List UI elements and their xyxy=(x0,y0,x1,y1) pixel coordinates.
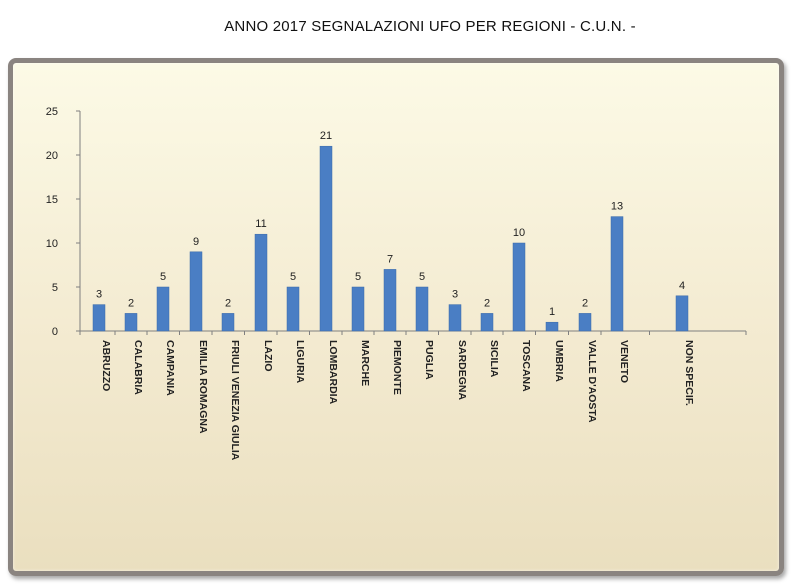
data-label: 10 xyxy=(513,227,525,239)
bar xyxy=(512,242,526,332)
data-label: 21 xyxy=(320,130,332,142)
data-label: 5 xyxy=(419,271,425,283)
data-label: 9 xyxy=(193,236,199,248)
data-label: 3 xyxy=(452,289,458,301)
bar xyxy=(610,216,624,332)
bar xyxy=(156,286,170,332)
category-label: LOMBARDIA xyxy=(327,340,339,405)
data-label: 2 xyxy=(484,297,490,309)
data-label: 4 xyxy=(679,280,685,292)
category-label: LAZIO xyxy=(262,340,274,372)
y-tick-label: 0 xyxy=(52,326,58,338)
bar xyxy=(286,286,300,332)
category-label: PUGLIA xyxy=(423,340,435,380)
category-label: CALABRIA xyxy=(132,340,144,395)
bar xyxy=(254,233,268,332)
bar xyxy=(480,313,494,332)
data-label: 3 xyxy=(96,289,102,301)
y-tick-label: 15 xyxy=(46,194,58,206)
bar xyxy=(351,286,365,332)
category-label: VENETO xyxy=(618,340,630,383)
bar xyxy=(545,321,559,332)
category-label: UMBRIA xyxy=(553,340,565,382)
bar xyxy=(675,295,689,332)
bar xyxy=(319,145,333,332)
y-tick-label: 25 xyxy=(46,106,58,118)
y-tick-label: 5 xyxy=(52,282,58,294)
category-label: NON SPECIF. xyxy=(683,340,695,406)
data-label: 5 xyxy=(290,271,296,283)
category-label: SICILIA xyxy=(488,340,500,378)
category-label: LIGURIA xyxy=(294,340,306,384)
chart-title: ANNO 2017 SEGNALAZIONI UFO PER REGIONI -… xyxy=(224,18,636,35)
bar xyxy=(189,251,203,332)
category-label: SARDEGNA xyxy=(456,340,468,401)
category-label: PIEMONTE xyxy=(391,340,403,395)
data-label: 1 xyxy=(549,306,555,318)
category-label: MARCHE xyxy=(359,340,371,386)
data-label: 11 xyxy=(255,218,266,230)
bar xyxy=(124,313,138,332)
data-label: 7 xyxy=(387,253,393,265)
bar xyxy=(415,286,429,332)
bar xyxy=(448,304,462,332)
y-tick-label: 20 xyxy=(46,150,58,162)
category-label: TOSCANA xyxy=(520,340,532,392)
category-label: ABRUZZO xyxy=(100,340,112,391)
bar xyxy=(92,304,106,332)
category-label: FRIULI VENEZIA GIULIA xyxy=(229,340,241,461)
data-label: 13 xyxy=(611,201,623,213)
category-label: EMILIA ROMAGNA xyxy=(197,340,209,434)
data-label: 2 xyxy=(225,297,231,309)
bar xyxy=(221,313,235,332)
data-label: 5 xyxy=(160,271,166,283)
category-label: CAMPANIA xyxy=(164,340,176,396)
bar xyxy=(383,269,397,332)
data-label: 5 xyxy=(355,271,361,283)
data-label: 2 xyxy=(128,297,134,309)
bar xyxy=(578,313,592,332)
category-label: VALLE D'AOSTA xyxy=(586,340,598,423)
data-label: 2 xyxy=(582,297,588,309)
y-tick-label: 10 xyxy=(46,238,58,250)
